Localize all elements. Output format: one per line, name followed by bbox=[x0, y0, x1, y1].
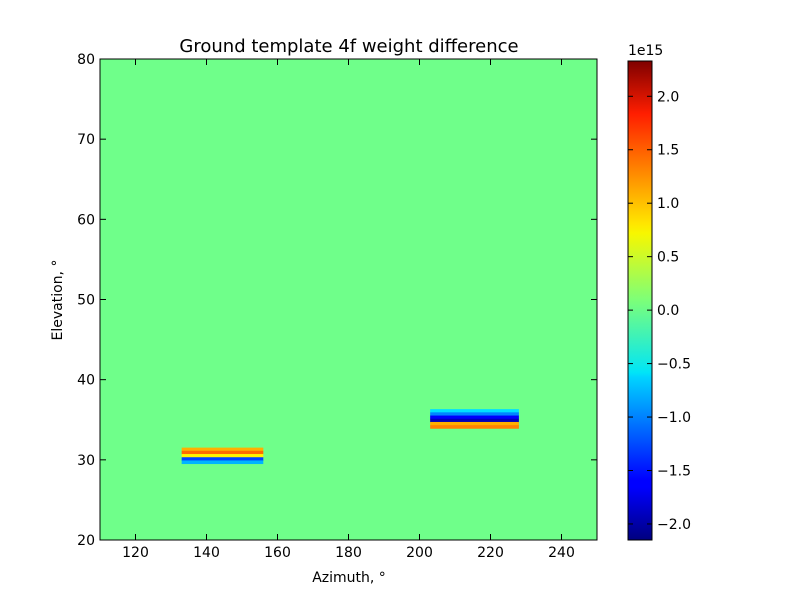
colorbar-tick-label: 2.0 bbox=[657, 89, 679, 105]
colorbar-tick-label: −2.0 bbox=[657, 517, 691, 533]
colorbar-tick-label: 1.0 bbox=[657, 196, 679, 212]
y-tick-label: 30 bbox=[77, 453, 95, 469]
colorbar-tick-label: 0.5 bbox=[657, 250, 679, 266]
x-tick-label: 200 bbox=[406, 545, 433, 561]
y-tick-label: 80 bbox=[77, 52, 95, 68]
heatmap-cell-row bbox=[181, 450, 264, 455]
y-tick-label: 70 bbox=[77, 132, 95, 148]
heatmap-cell-row bbox=[430, 421, 519, 426]
y-tick-label: 60 bbox=[77, 212, 95, 228]
heatmap-cell-row bbox=[181, 460, 264, 465]
colorbar-ticks: −2.0 −1.5 −1.0 −0.5 0.0 0.5 1.0 1.5 2.0 bbox=[628, 89, 691, 533]
colorbar-tick-label: 0.0 bbox=[657, 303, 679, 319]
heatmap-cell-row bbox=[430, 409, 519, 413]
x-tick-label: 160 bbox=[264, 545, 291, 561]
colorbar-tick-label: −1.0 bbox=[657, 410, 691, 426]
heatmap-cell-row bbox=[430, 425, 519, 429]
colorbar: 1e15 −2.0 −1.5 −1.0 −0.5 0.0 0.5 1.0 1.5 2.0 bbox=[627, 43, 691, 541]
colorbar-tick-label: −1.5 bbox=[657, 464, 691, 480]
x-tick-label: 140 bbox=[193, 545, 220, 561]
heatmap-background bbox=[100, 59, 597, 540]
x-axis-label: Azimuth, ° bbox=[312, 570, 386, 586]
x-tick-label: 120 bbox=[122, 545, 149, 561]
chart-title: Ground template 4f weight difference bbox=[179, 36, 518, 57]
y-tick-label: 20 bbox=[77, 533, 95, 549]
y-tick-label: 40 bbox=[77, 373, 95, 389]
heatmap-cell-row bbox=[430, 412, 519, 416]
colorbar-offset-label: 1e15 bbox=[628, 43, 663, 59]
heatmap-cell-row bbox=[181, 457, 264, 461]
heatmap-cell-row bbox=[430, 418, 519, 423]
heatmap-cell-row bbox=[181, 447, 264, 452]
y-axis-ticks: 20 30 40 50 60 70 80 bbox=[77, 52, 597, 549]
x-tick-label: 180 bbox=[335, 545, 362, 561]
heatmap-cell-row bbox=[181, 454, 264, 458]
x-axis-ticks: 120 140 160 180 200 220 240 bbox=[122, 59, 575, 561]
plot-area bbox=[99, 58, 598, 541]
x-tick-label: 240 bbox=[548, 545, 575, 561]
colorbar-tick-label: 1.5 bbox=[657, 143, 679, 159]
colorbar-gradient bbox=[627, 60, 653, 541]
colorbar-tick-label: −0.5 bbox=[657, 357, 691, 373]
x-tick-label: 220 bbox=[477, 545, 504, 561]
y-tick-label: 50 bbox=[77, 293, 95, 309]
heatmap-cell-row bbox=[430, 415, 519, 420]
y-axis-label: Elevation, ° bbox=[50, 260, 66, 341]
features-layer bbox=[181, 409, 519, 465]
